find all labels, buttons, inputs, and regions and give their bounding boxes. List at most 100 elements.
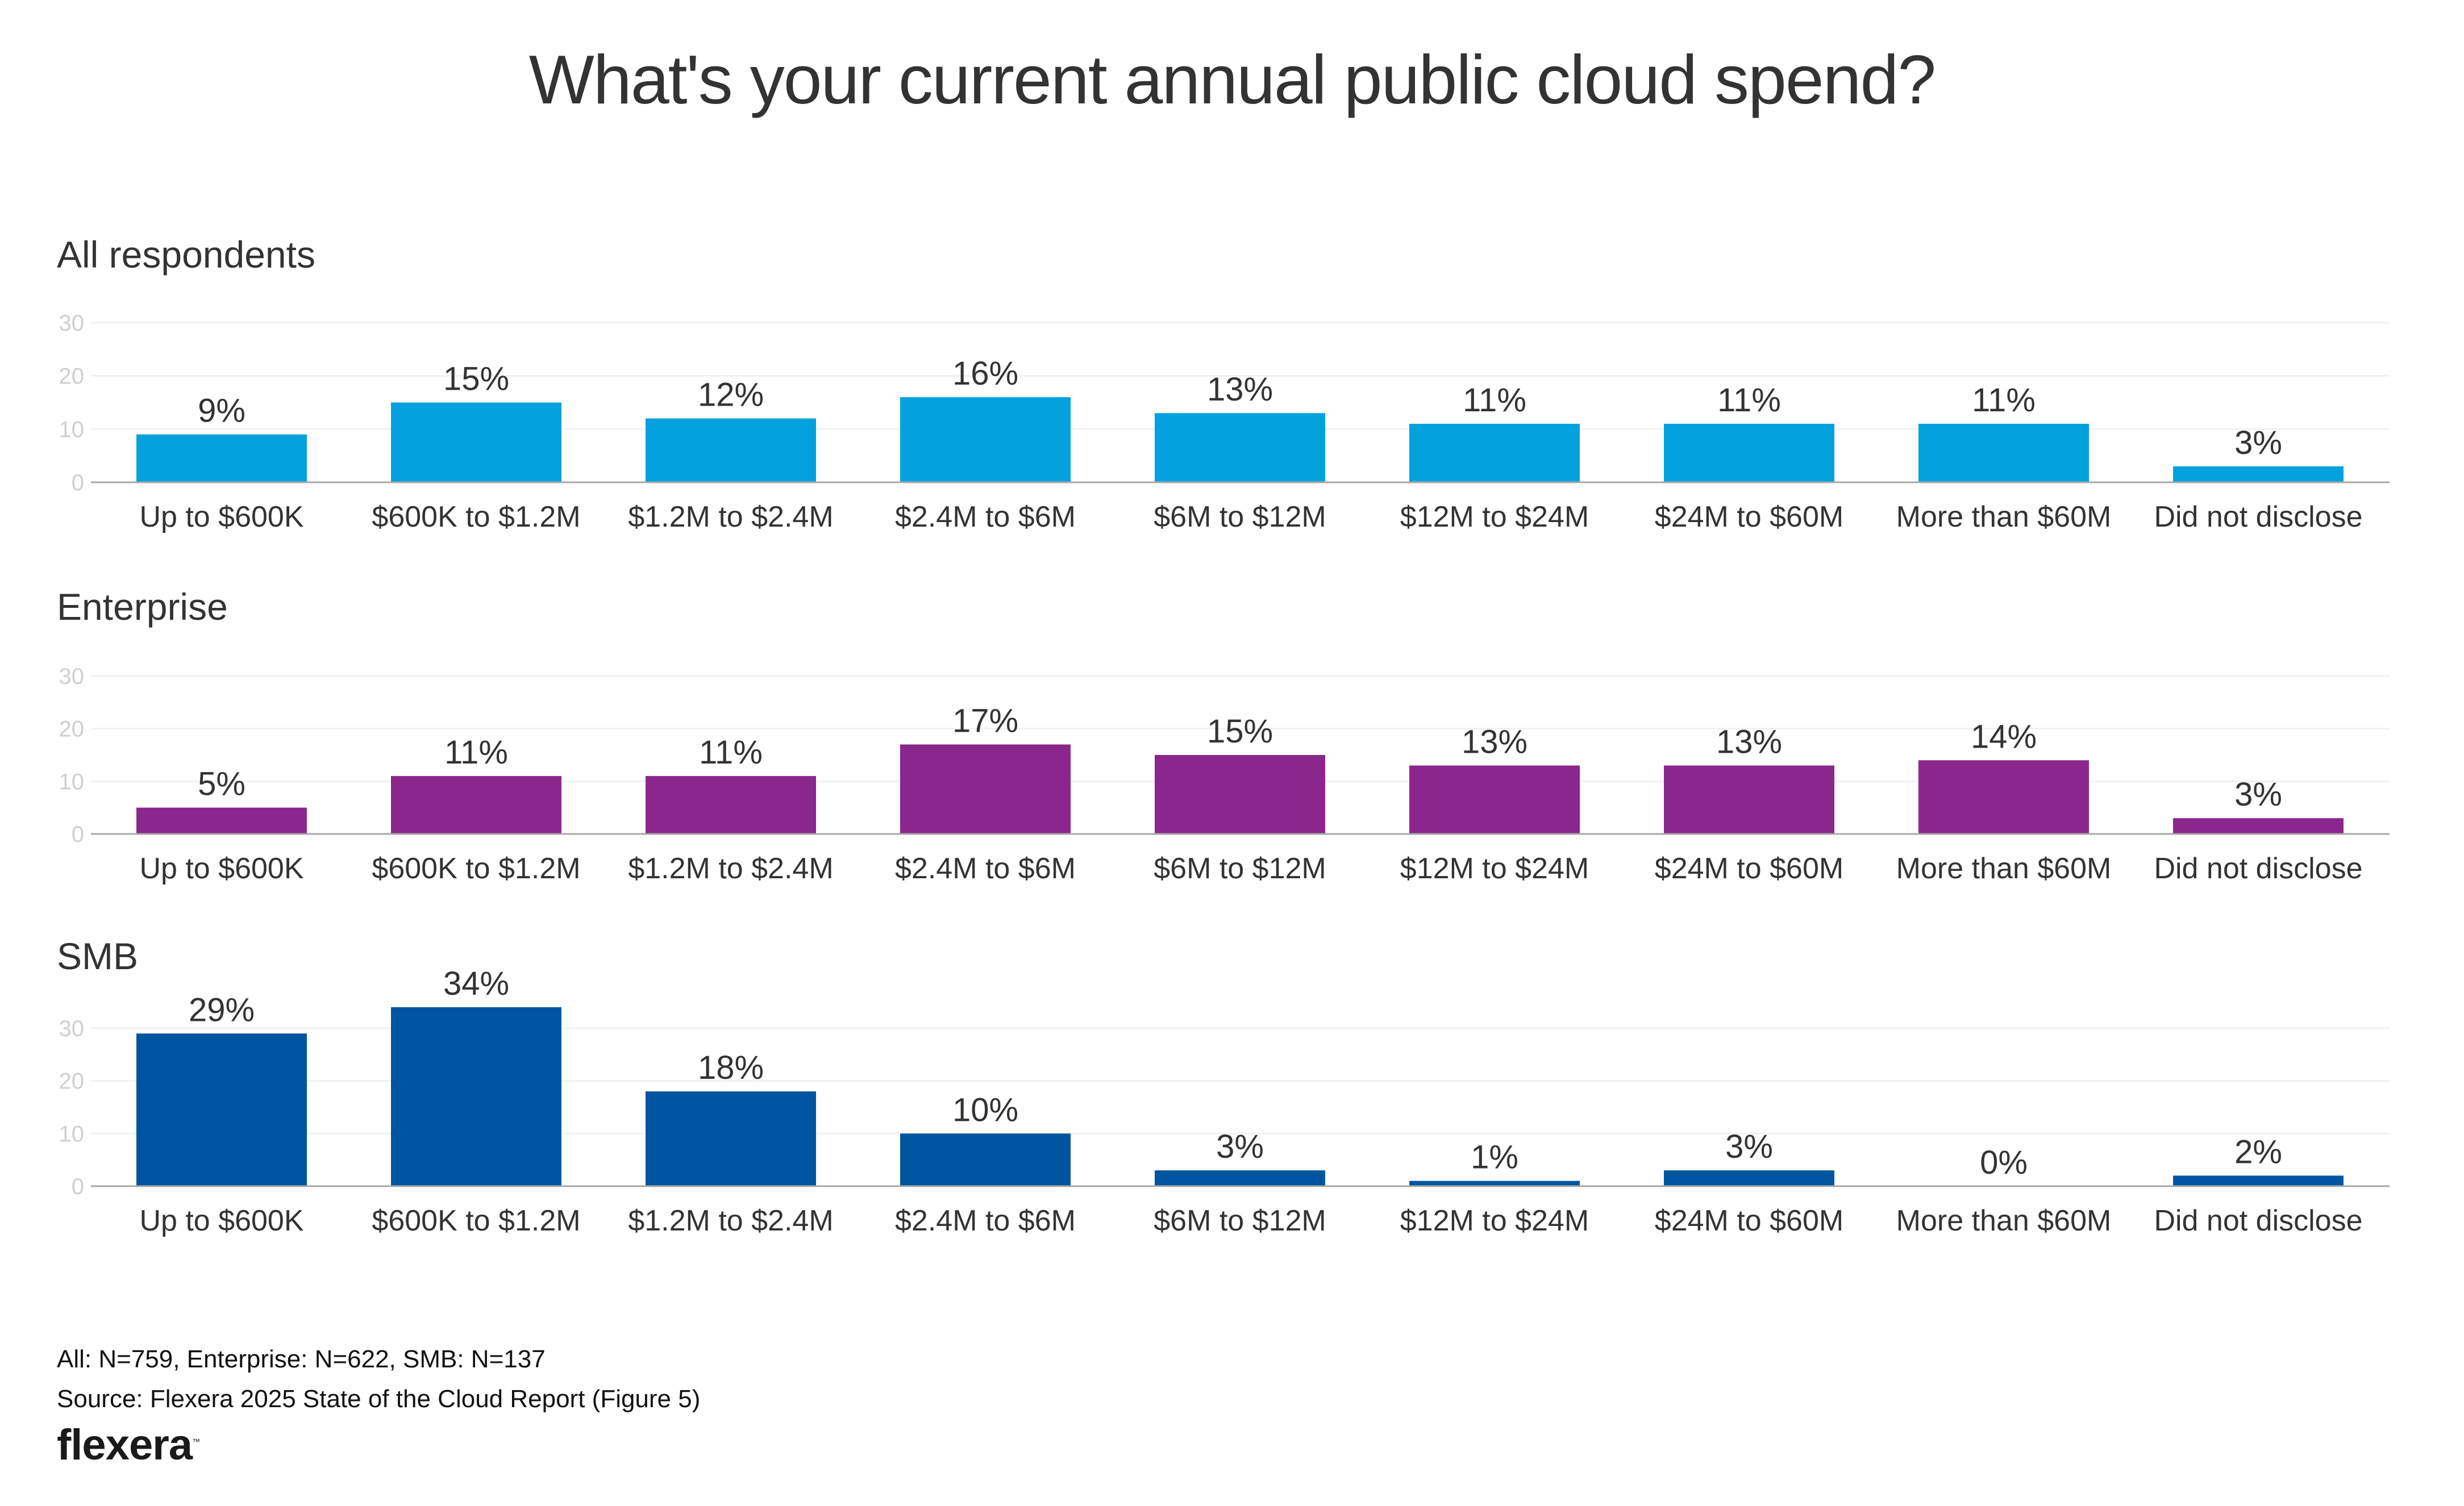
data-label: 16% xyxy=(952,355,1018,392)
data-label: 0% xyxy=(1980,1144,2028,1181)
data-label: 17% xyxy=(952,702,1018,739)
bar xyxy=(136,434,307,482)
y-tick-label: 10 xyxy=(59,769,85,794)
data-label: 15% xyxy=(1207,713,1273,750)
data-label: 10% xyxy=(952,1091,1018,1128)
bar xyxy=(1155,413,1325,482)
bar xyxy=(646,776,816,834)
sample-size-note: All: N=759, Enterprise: N=622, SMB: N=13… xyxy=(57,1345,546,1373)
data-label: 11% xyxy=(1972,382,2036,419)
data-label: 34% xyxy=(443,965,509,1002)
data-label: 11% xyxy=(699,734,763,771)
x-tick-label: $600K to $1.2M xyxy=(372,852,580,885)
bar xyxy=(136,1033,307,1186)
x-tick-label: Did not disclose xyxy=(2154,1204,2362,1237)
data-label: 29% xyxy=(189,991,255,1028)
bar xyxy=(1664,765,1834,834)
data-label: 14% xyxy=(1971,718,2037,755)
data-label: 11% xyxy=(444,734,508,771)
x-tick-label: $600K to $1.2M xyxy=(372,500,580,533)
y-tick-label: 10 xyxy=(59,417,85,442)
bar xyxy=(2173,1175,2344,1186)
x-tick-label: More than $60M xyxy=(1896,500,2112,533)
x-tick-label: $600K to $1.2M xyxy=(372,1204,580,1237)
bar xyxy=(900,397,1071,482)
bar xyxy=(646,1091,816,1186)
bar xyxy=(2173,818,2344,834)
panel-title-enterprise: Enterprise xyxy=(57,586,228,628)
data-label: 13% xyxy=(1462,724,1527,761)
bar xyxy=(1664,423,1834,482)
x-tick-label: $2.4M to $6M xyxy=(895,852,1076,885)
y-tick-label: 30 xyxy=(59,311,85,336)
panel-title-smb: SMB xyxy=(57,935,139,977)
bar xyxy=(900,1133,1071,1186)
bar xyxy=(1664,1170,1834,1186)
x-tick-label: $2.4M to $6M xyxy=(895,500,1076,533)
x-tick-label: $2.4M to $6M xyxy=(895,1204,1076,1237)
data-label: 15% xyxy=(443,361,509,398)
logo-text: flexera xyxy=(57,1421,193,1469)
bar xyxy=(900,744,1071,834)
data-label: 11% xyxy=(1717,382,1781,419)
y-tick-label: 10 xyxy=(59,1121,85,1146)
data-label: 3% xyxy=(2234,776,2282,813)
y-tick-label: 20 xyxy=(59,1069,85,1094)
bar xyxy=(1918,760,2089,834)
bar xyxy=(1409,765,1580,834)
data-label: 1% xyxy=(1471,1139,1518,1176)
y-tick-label: 0 xyxy=(72,470,84,495)
y-tick-label: 20 xyxy=(59,364,85,389)
x-tick-label: $12M to $24M xyxy=(1400,852,1589,885)
bar xyxy=(1409,1180,1580,1186)
x-tick-label: Up to $600K xyxy=(139,500,303,533)
chart-all-respondents: 0 10 20 30 9% Up to $600K 15% $600K to $1.2M 12%… xyxy=(59,311,2390,533)
x-tick-label: $1.2M to $2.4M xyxy=(628,852,833,885)
data-label: 3% xyxy=(1725,1128,1773,1165)
bar xyxy=(646,418,816,482)
x-tick-label: $1.2M to $2.4M xyxy=(628,500,833,533)
x-tick-label: More than $60M xyxy=(1896,1204,2112,1237)
bar xyxy=(391,1007,561,1186)
panel-title-all: All respondents xyxy=(57,233,315,276)
x-tick-label: $1.2M to $2.4M xyxy=(628,1204,833,1237)
y-tick-label: 0 xyxy=(72,1174,84,1199)
data-label: 3% xyxy=(2234,424,2282,461)
x-tick-label: $24M to $60M xyxy=(1655,500,1843,533)
chart-smb: 0 10 20 30 29% Up to $600K 34% $600K to $1.2M 18… xyxy=(59,965,2390,1237)
bar xyxy=(391,402,561,482)
bar xyxy=(136,807,307,834)
trademark-mark: ™ xyxy=(192,1437,200,1446)
bar xyxy=(1155,755,1325,834)
data-label: 5% xyxy=(198,766,245,803)
bar xyxy=(2173,466,2344,482)
source-note: Source: Flexera 2025 State of the Cloud … xyxy=(57,1385,701,1413)
x-tick-label: $24M to $60M xyxy=(1655,852,1843,885)
chart-title: What's your current annual public cloud … xyxy=(528,41,1936,118)
x-tick-label: $12M to $24M xyxy=(1400,500,1589,533)
data-label: 18% xyxy=(698,1049,764,1086)
data-label: 9% xyxy=(198,393,245,429)
bar xyxy=(1409,423,1580,482)
y-tick-label: 30 xyxy=(59,664,85,689)
x-tick-label: Did not disclose xyxy=(2154,852,2362,885)
data-label: 12% xyxy=(698,377,764,414)
data-label: 3% xyxy=(1216,1128,1264,1165)
flexera-logo: flexera™ xyxy=(57,1420,200,1470)
x-tick-label: Up to $600K xyxy=(139,1204,303,1237)
x-tick-label: $6M to $12M xyxy=(1154,1204,1326,1237)
bar xyxy=(1918,423,2089,482)
x-tick-label: Did not disclose xyxy=(2154,500,2362,533)
x-tick-label: $6M to $12M xyxy=(1154,852,1326,885)
data-label: 13% xyxy=(1207,371,1273,408)
y-tick-label: 20 xyxy=(59,717,85,742)
x-tick-label: $24M to $60M xyxy=(1655,1204,1843,1237)
x-tick-label: $12M to $24M xyxy=(1400,1204,1589,1237)
chart-enterprise: 0 10 20 30 5% Up to $600K 11% $600K to $1.2M 11%… xyxy=(59,664,2390,885)
y-tick-label: 0 xyxy=(72,822,84,847)
bar xyxy=(391,776,561,834)
x-tick-label: More than $60M xyxy=(1896,852,2112,885)
data-label: 13% xyxy=(1716,724,1782,761)
data-label: 11% xyxy=(1463,382,1526,419)
x-tick-label: $6M to $12M xyxy=(1154,500,1326,533)
